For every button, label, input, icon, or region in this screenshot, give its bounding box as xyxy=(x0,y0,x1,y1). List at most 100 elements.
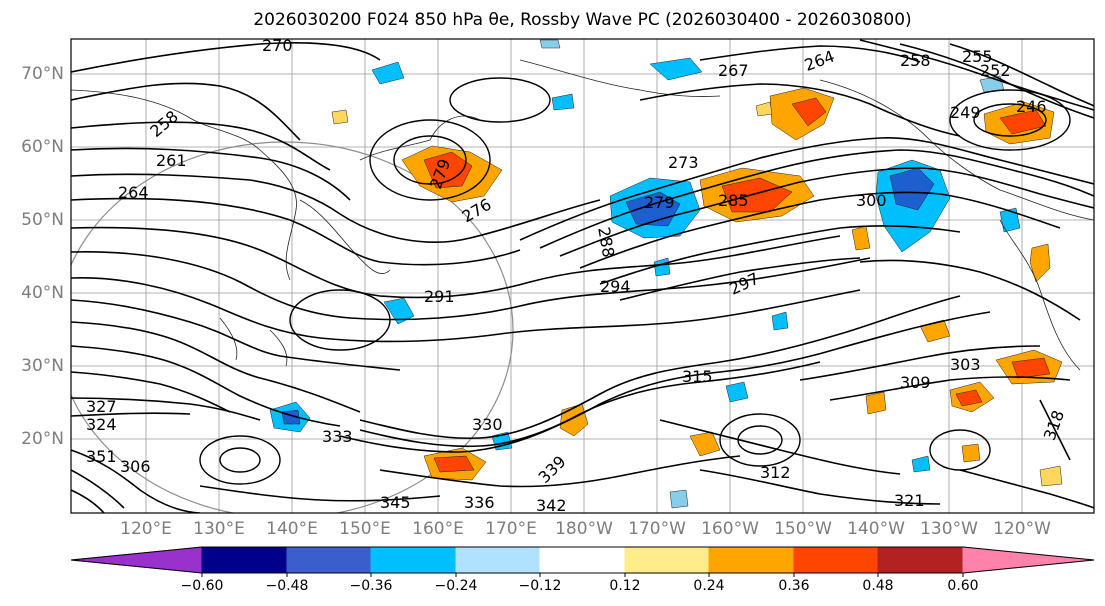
contour-label: 321 xyxy=(894,491,925,510)
contour-label: 285 xyxy=(718,191,749,210)
colorbar-tick-label: −0.48 xyxy=(265,578,309,594)
map-title: 2026030200 F024 850 hPa θe, Rossby Wave … xyxy=(253,10,912,30)
colorbar-segment xyxy=(877,546,964,574)
lat-label: 50°N xyxy=(21,210,64,230)
colorbar-segment xyxy=(70,546,203,574)
contour-label: 306 xyxy=(120,457,151,476)
contour-label: 333 xyxy=(322,427,353,446)
colorbar-tick-label: −0.24 xyxy=(434,578,478,594)
colorbar-segment xyxy=(624,546,710,574)
anomaly-negative xyxy=(649,57,703,81)
colorbar-segment xyxy=(201,546,288,574)
anomaly-negative xyxy=(889,167,935,211)
lat-label: 70°N xyxy=(21,64,64,84)
colorbar-tick-label: 0.24 xyxy=(693,578,725,594)
colorbar xyxy=(70,546,1095,577)
anomaly-negative xyxy=(371,61,405,85)
plot-frame xyxy=(70,38,1095,514)
anomaly-negative xyxy=(383,297,415,325)
contour-label: 246 xyxy=(1016,97,1047,116)
contour-label: 267 xyxy=(718,61,749,80)
lon-label: 120°W xyxy=(993,519,1051,539)
anomaly-positive xyxy=(851,225,871,251)
colorbar-tick-label: −0.60 xyxy=(180,578,224,594)
theta-e-contours xyxy=(71,39,1094,513)
colorbar-segment xyxy=(370,546,457,574)
lat-label: 60°N xyxy=(21,137,64,157)
colorbar-segment xyxy=(708,546,795,574)
contour-label: 324 xyxy=(86,415,117,434)
colorbar-segment xyxy=(539,546,626,574)
anomaly-negative xyxy=(725,381,749,403)
anomaly-positive xyxy=(433,455,475,473)
lon-label: 120°E xyxy=(120,519,172,539)
contour-label: 342 xyxy=(536,496,567,515)
coastlines xyxy=(71,59,1094,371)
lon-label: 160°E xyxy=(412,519,464,539)
contour-label: 279 xyxy=(644,193,675,212)
contour-label: 294 xyxy=(600,277,631,296)
contour-label: 255 xyxy=(962,47,993,66)
colorbar-tick-label: 0.48 xyxy=(862,578,894,594)
anomaly-negative xyxy=(669,489,689,509)
contour-label: 300 xyxy=(856,191,887,210)
anomaly-positive xyxy=(755,101,773,117)
anomaly-positive xyxy=(1039,465,1063,487)
lon-label: 130°W xyxy=(920,519,978,539)
contour-label: 327 xyxy=(86,397,117,416)
anomaly-negative xyxy=(539,39,561,49)
anomaly-positive xyxy=(791,97,827,127)
colorbar-segment xyxy=(962,546,1095,574)
lon-label: 150°E xyxy=(339,519,391,539)
contour-label: 303 xyxy=(950,355,981,374)
lon-label: 130°E xyxy=(193,519,245,539)
anomaly-negative xyxy=(911,455,931,473)
contour-label: 252 xyxy=(980,61,1011,80)
colorbar-tick-label: −0.12 xyxy=(518,578,562,594)
lon-label: 170°W xyxy=(628,519,686,539)
anomaly-positive xyxy=(999,109,1047,135)
lat-label: 30°N xyxy=(21,356,64,376)
colorbar-tick-label: 0.36 xyxy=(778,578,810,594)
contour-label: 336 xyxy=(464,493,495,512)
contour-label: 312 xyxy=(760,463,791,482)
anomaly-shading xyxy=(269,39,1063,509)
contour-label: 315 xyxy=(682,367,713,386)
contour-label: 258 xyxy=(900,51,931,70)
colorbar-tick-label: 0.60 xyxy=(947,578,979,594)
contour-label: 264 xyxy=(118,183,149,202)
contour-label: 261 xyxy=(156,151,187,170)
anomaly-positive xyxy=(865,391,887,415)
contour-label: 345 xyxy=(380,493,411,512)
anomaly-positive xyxy=(689,431,721,457)
anomaly-positive xyxy=(721,177,793,213)
lat-label: 40°N xyxy=(21,283,64,303)
contour-label: 309 xyxy=(900,373,931,392)
colorbar-segment xyxy=(455,546,541,574)
contour-label: 249 xyxy=(950,103,981,122)
lon-label: 160°W xyxy=(701,519,759,539)
contour-label: 291 xyxy=(424,287,455,306)
range-ring xyxy=(71,141,514,513)
contour-label: 270 xyxy=(262,36,293,55)
lon-label: 170°E xyxy=(485,519,537,539)
colorbar-segment xyxy=(793,546,879,574)
lon-label: 140°E xyxy=(266,519,318,539)
contour-label: 273 xyxy=(668,153,699,172)
lon-label: 140°W xyxy=(847,519,905,539)
lon-label: 180°W xyxy=(555,519,613,539)
colorbar-tick-label: −0.36 xyxy=(349,578,393,594)
contour-label: 351 xyxy=(86,447,117,466)
contour-label: 330 xyxy=(472,415,503,434)
anomaly-positive xyxy=(331,109,349,125)
anomaly-positive xyxy=(955,389,983,407)
colorbar-tick-label: 0.12 xyxy=(609,578,641,594)
anomaly-negative xyxy=(551,93,575,111)
colorbar-segment xyxy=(286,546,372,574)
anomaly-positive xyxy=(1011,357,1051,379)
anomaly-negative xyxy=(771,311,789,331)
lon-label: 150°W xyxy=(774,519,832,539)
lat-label: 20°N xyxy=(21,429,64,449)
theta-e-contours-closed xyxy=(199,77,1071,485)
